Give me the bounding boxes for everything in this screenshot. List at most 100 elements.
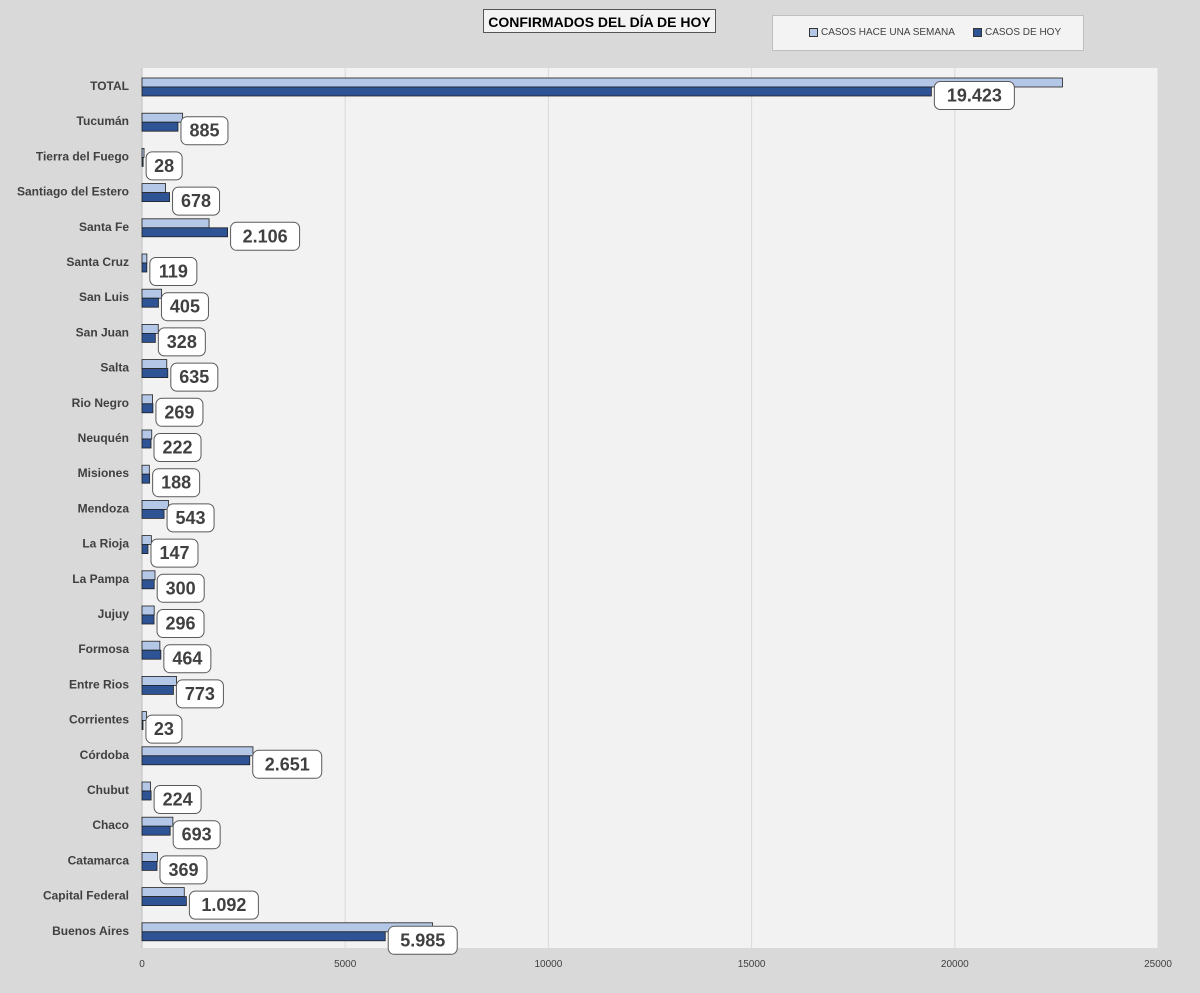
bar-today — [141, 262, 148, 273]
data-label-box — [159, 855, 208, 885]
legend-swatch-week-ago — [809, 28, 818, 37]
bar-week-ago — [141, 535, 152, 545]
data-label-box — [160, 292, 209, 322]
category-label: Jujuy — [98, 607, 130, 621]
category-label: Chaco — [92, 818, 129, 832]
data-label-box — [166, 503, 215, 533]
bar-week-ago — [141, 218, 210, 229]
data-label-box — [145, 714, 183, 744]
category-label: Santiago del Estero — [17, 185, 129, 199]
data-label-box — [153, 785, 202, 814]
data-label: 885 — [189, 121, 219, 141]
bar-week-ago — [141, 147, 145, 158]
x-tick-label: 25000 — [1144, 959, 1172, 970]
bar-week-ago — [141, 112, 184, 123]
data-label-box — [152, 468, 201, 498]
category-label: Neuquén — [78, 431, 129, 445]
data-label-box — [170, 362, 219, 392]
data-label-box — [153, 433, 202, 462]
category-label: Córdoba — [80, 748, 130, 762]
bar-week-ago — [141, 570, 156, 581]
category-label: Santa Fe — [79, 220, 129, 234]
data-label: 296 — [166, 614, 196, 634]
category-label: Entre Rios — [69, 677, 129, 691]
category-label: Formosa — [78, 642, 129, 656]
bar-week-ago — [141, 464, 150, 475]
data-label: 222 — [162, 438, 192, 458]
x-tick-label: 0 — [139, 959, 145, 970]
bar-week-ago — [141, 711, 147, 721]
x-tick-label: 5000 — [334, 959, 357, 970]
category-label: TOTAL — [90, 79, 129, 93]
category-label: La Rioja — [82, 537, 129, 551]
data-label-box — [157, 327, 206, 357]
bar-today — [141, 649, 162, 660]
bar-today — [141, 861, 158, 871]
data-label: 2.651 — [265, 754, 310, 774]
data-label-box — [180, 116, 229, 146]
data-label: 269 — [164, 402, 194, 422]
bar-today — [141, 508, 165, 519]
data-label: 19.423 — [947, 86, 1002, 106]
data-label: 2.106 — [243, 226, 288, 246]
data-label-box — [150, 538, 199, 568]
data-label: 300 — [166, 578, 196, 598]
bar-week-ago — [141, 746, 254, 757]
data-label: 23 — [154, 719, 174, 739]
bar-today — [141, 227, 228, 238]
bar-today — [141, 403, 154, 414]
data-label: 678 — [181, 191, 211, 211]
category-label: Rio Negro — [72, 396, 129, 410]
bar-week-ago — [141, 852, 158, 862]
bar-today — [141, 755, 251, 766]
data-label-box — [175, 679, 224, 709]
category-label: Capital Federal — [43, 889, 129, 903]
data-label: 1.092 — [201, 895, 246, 915]
chart-title: CONFIRMADOS DEL DÍA DE HOY — [483, 9, 716, 33]
bar-today — [141, 685, 174, 695]
bar-week-ago — [141, 77, 1063, 88]
bar-today — [141, 192, 170, 203]
bar-today — [141, 614, 155, 625]
data-label-box — [172, 186, 221, 216]
legend-label-week-ago: CASOS HACE UNA SEMANA — [821, 27, 955, 38]
bar-week-ago — [141, 605, 155, 616]
bar-week-ago — [141, 323, 159, 334]
bar-week-ago — [141, 816, 174, 827]
category-label: Mendoza — [78, 501, 130, 515]
data-label-box — [156, 573, 205, 603]
data-label-box — [155, 397, 204, 427]
data-label-box — [230, 221, 301, 251]
bar-today — [141, 438, 152, 449]
data-label-box — [145, 151, 183, 181]
bar-today — [141, 544, 149, 554]
data-label-box — [156, 609, 205, 638]
data-label: 405 — [170, 297, 200, 317]
plot-area — [142, 68, 1158, 948]
legend: CASOS HACE UNA SEMANA CASOS DE HOY — [772, 15, 1084, 51]
data-label-box — [387, 925, 458, 955]
data-label: 188 — [161, 473, 191, 493]
legend-label-today: CASOS DE HOY — [985, 27, 1062, 38]
data-label: 147 — [159, 543, 189, 563]
data-label: 5.985 — [400, 930, 445, 950]
data-label: 369 — [168, 860, 198, 880]
data-label: 464 — [172, 649, 202, 669]
x-tick-label: 20000 — [941, 959, 969, 970]
bar-today — [141, 790, 152, 801]
bar-week-ago — [141, 640, 161, 651]
data-label-box — [163, 644, 212, 674]
bar-today — [141, 368, 169, 379]
data-label: 635 — [179, 367, 209, 387]
data-label-box — [252, 749, 323, 779]
legend-swatch-today — [973, 28, 982, 37]
bar-today — [141, 579, 155, 590]
category-label: Misiones — [78, 466, 130, 480]
bar-week-ago — [141, 429, 153, 440]
category-label: San Juan — [76, 325, 129, 339]
category-label: Tucumán — [77, 114, 129, 128]
bar-week-ago — [141, 887, 185, 897]
data-label: 328 — [167, 332, 197, 352]
